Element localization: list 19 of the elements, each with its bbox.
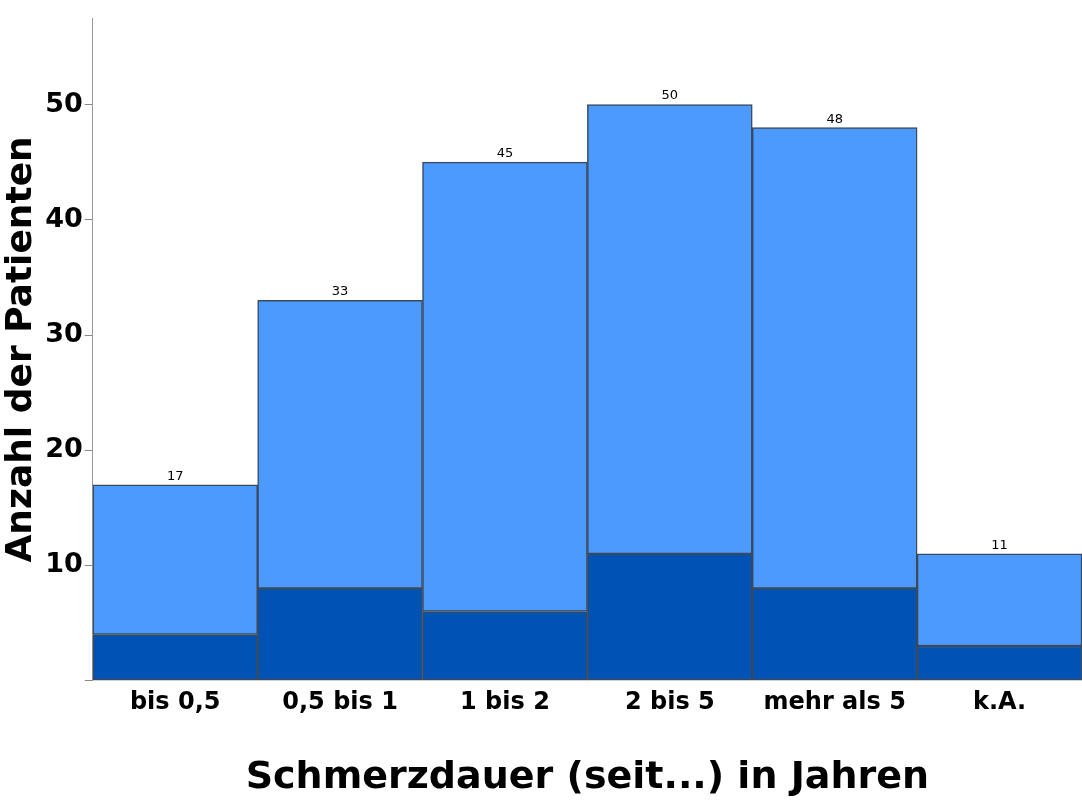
x-tick-label: mehr als 5 — [763, 687, 906, 716]
total-label: 17 — [166, 467, 184, 483]
x-tick-label: k.A. — [972, 687, 1027, 716]
y-axis-title: Anzahl der Patienten — [0, 136, 39, 563]
total-label: 11 — [991, 536, 1008, 552]
x-tick-label: 1 bis 2 — [460, 687, 550, 716]
y-tick-label: 50 — [45, 86, 83, 118]
y-tick-label: 30 — [45, 317, 83, 349]
total-label: 33 — [331, 283, 349, 299]
x-tick-label: bis 0,5 — [129, 687, 221, 716]
total-label: 48 — [826, 110, 843, 126]
y-tick-label: 10 — [45, 547, 83, 579]
x-axis-title: Schmerzdauer (seit...) in Jahren — [245, 753, 930, 798]
y-tick-label: 20 — [45, 432, 83, 464]
x-tick-label: 2 bis 5 — [624, 687, 715, 716]
total-label: 45 — [496, 145, 514, 161]
total-label: 50 — [661, 87, 679, 103]
y-tick-label: 40 — [45, 201, 83, 233]
x-tick-label: 0,5 bis 1 — [282, 687, 398, 716]
